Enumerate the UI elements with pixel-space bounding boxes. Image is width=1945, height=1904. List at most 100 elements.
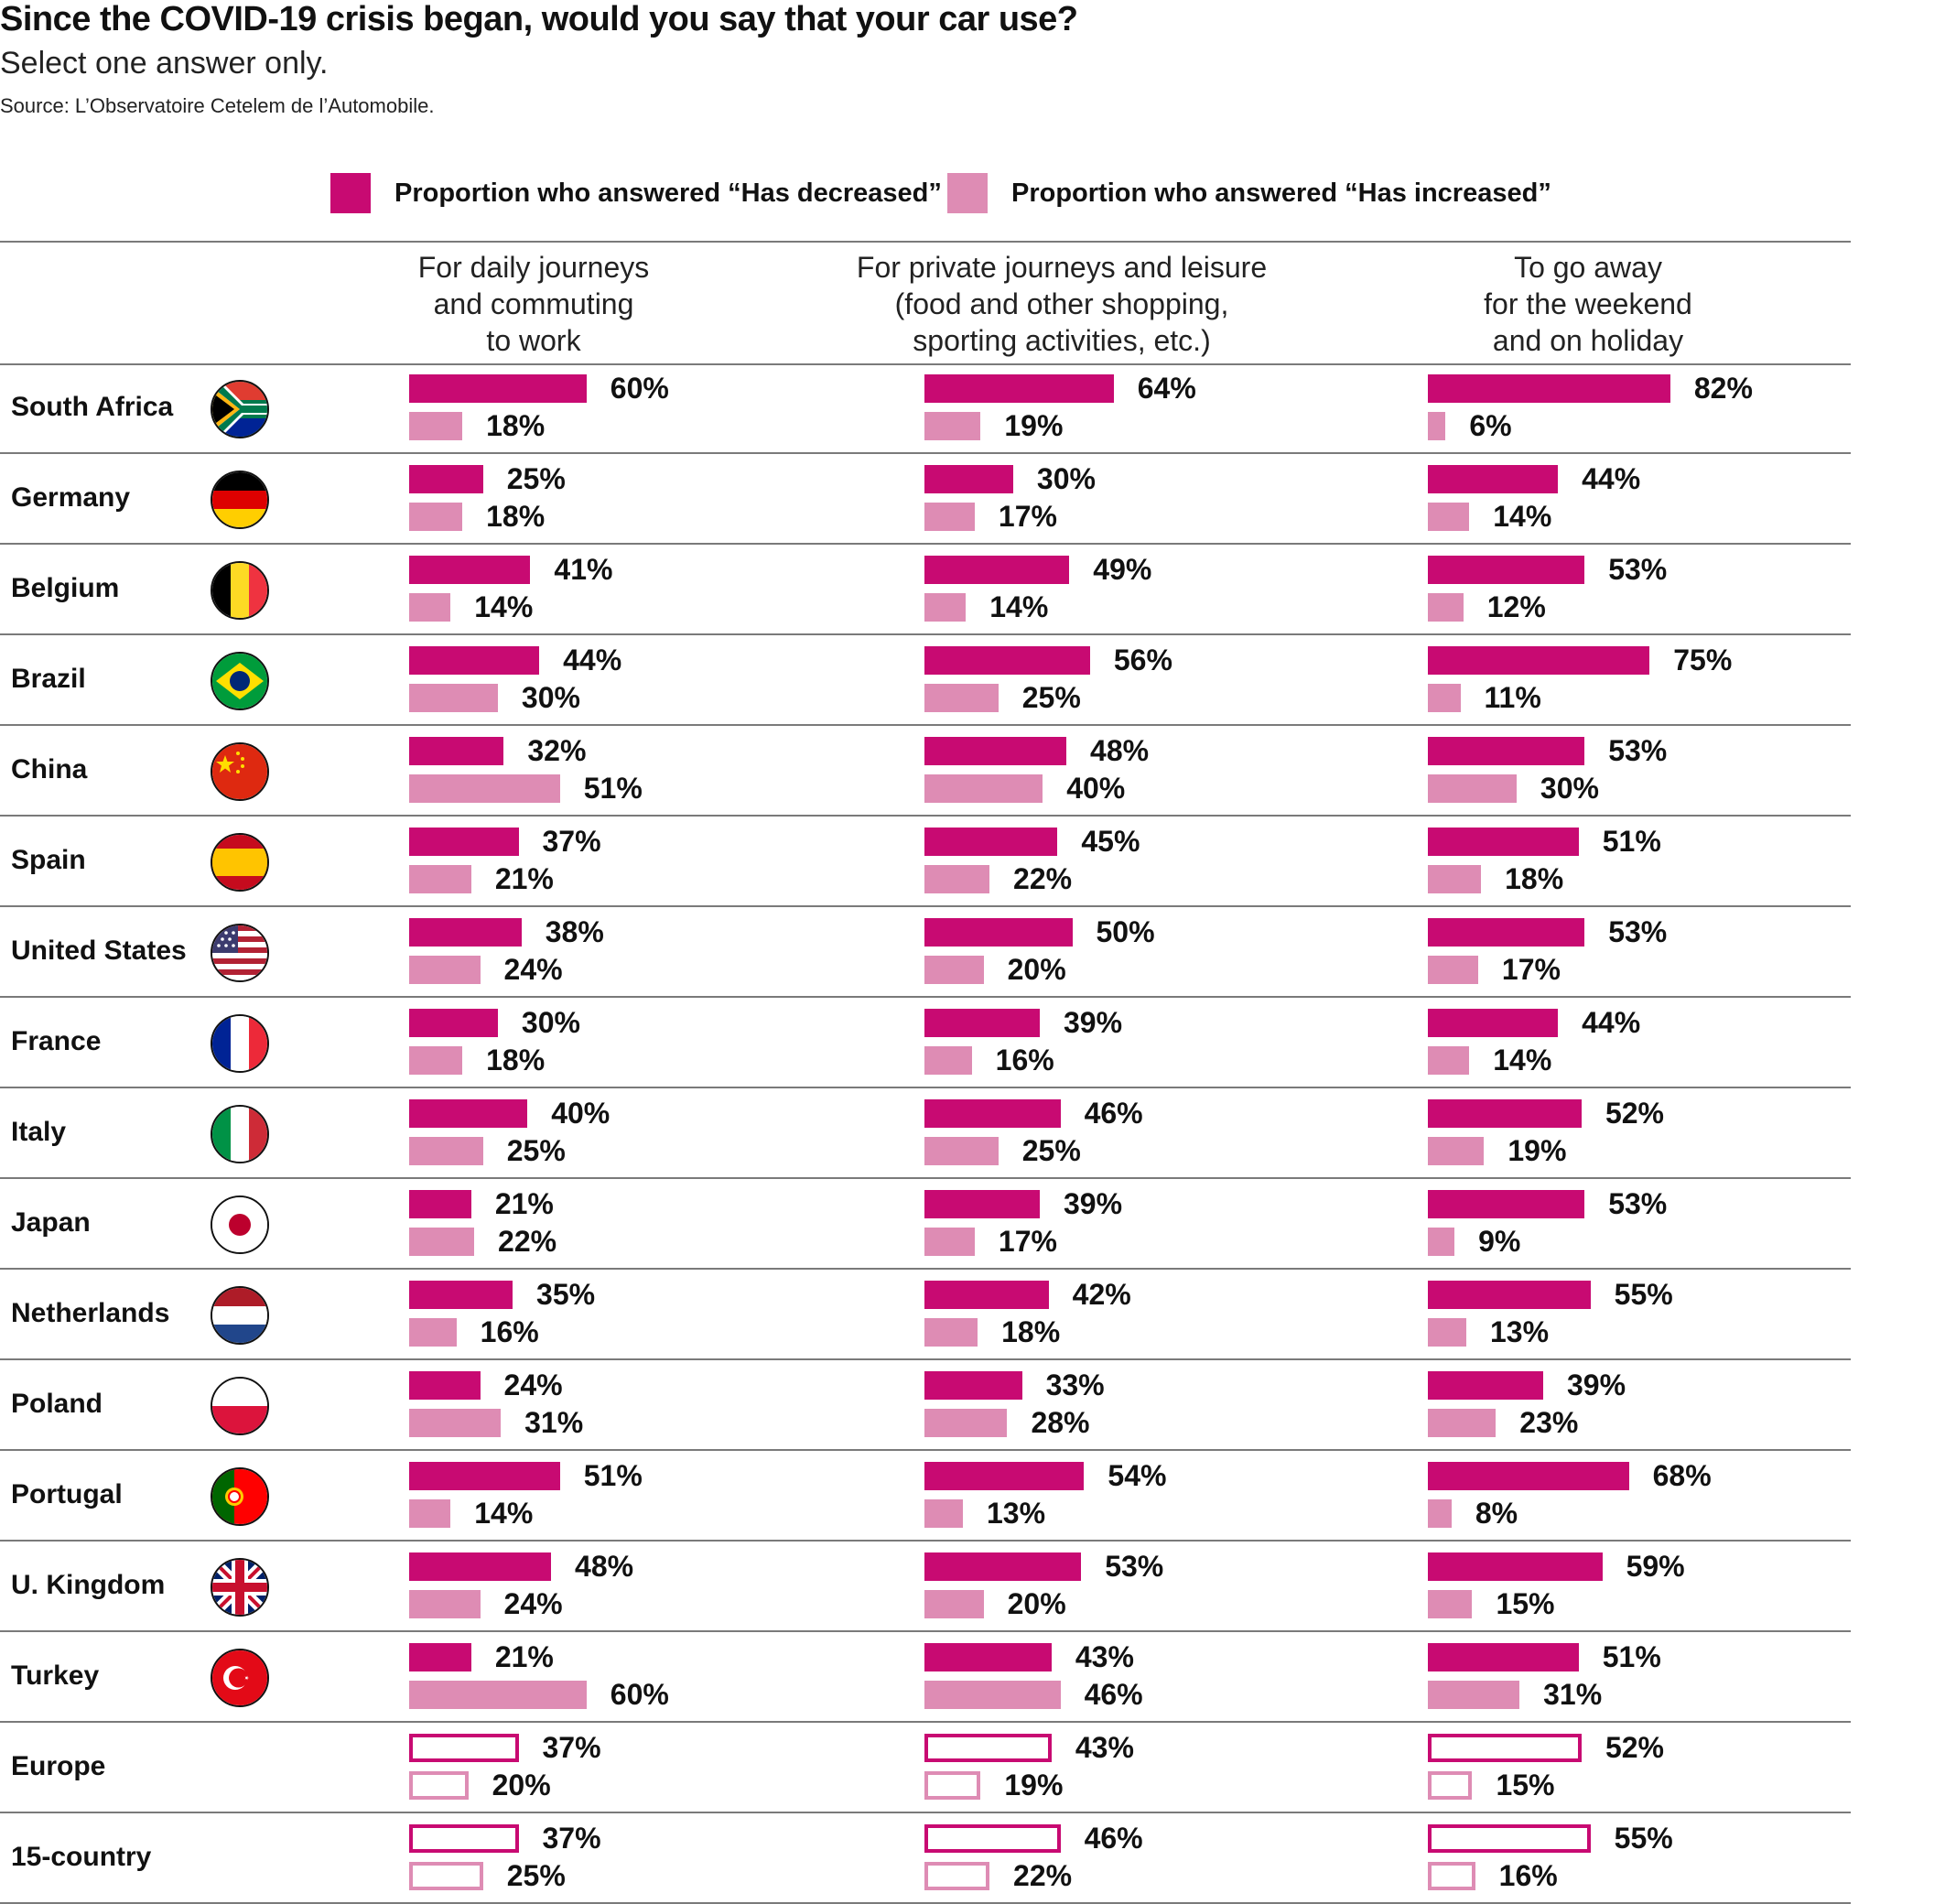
country-label: France	[11, 1025, 102, 1056]
bar-decreased-private	[924, 1099, 1061, 1128]
value-label-increased-daily: 18%	[486, 1044, 546, 1076]
value-label-decreased-private: 48%	[1090, 734, 1150, 767]
bar-decreased-daily	[409, 1734, 519, 1762]
bar-increased-weekend	[1428, 865, 1482, 893]
bar-increased-private	[924, 1137, 999, 1165]
bar-increased-daily	[409, 593, 451, 622]
value-label-decreased-daily: 51%	[583, 1459, 643, 1492]
country-label: United States	[11, 935, 187, 966]
value-label-increased-daily: 60%	[610, 1678, 669, 1711]
value-label-increased-weekend: 14%	[1493, 1044, 1552, 1076]
value-label-decreased-daily: 37%	[542, 1822, 601, 1855]
bar-increased-daily	[409, 1228, 475, 1256]
value-label-increased-weekend: 19%	[1507, 1134, 1567, 1167]
value-label-decreased-private: 56%	[1113, 644, 1172, 676]
bar-increased-daily	[409, 503, 463, 531]
bar-decreased-private	[924, 1462, 1085, 1490]
country-label: Italy	[11, 1116, 67, 1147]
value-label-decreased-daily: 60%	[610, 372, 669, 405]
bar-increased-weekend	[1428, 1137, 1485, 1165]
value-label-increased-weekend: 16%	[1498, 1859, 1558, 1892]
bar-increased-private	[924, 1228, 975, 1256]
bar-increased-daily	[409, 412, 463, 440]
bar-decreased-weekend	[1428, 1643, 1579, 1671]
bar-decreased-weekend	[1428, 556, 1585, 584]
row-divider	[0, 905, 1851, 907]
value-label-decreased-daily: 21%	[494, 1187, 554, 1220]
bar-decreased-private	[924, 1190, 1040, 1218]
value-label-increased-weekend: 12%	[1486, 590, 1546, 623]
bar-increased-weekend	[1428, 1499, 1452, 1528]
bar-increased-daily	[409, 956, 481, 984]
bar-increased-weekend	[1428, 1681, 1520, 1709]
bar-decreased-daily	[409, 556, 531, 584]
value-label-decreased-weekend: 53%	[1608, 915, 1668, 948]
bar-decreased-weekend	[1428, 1824, 1591, 1853]
panel-header-weekend: To go away for the weekend and on holida…	[1484, 251, 1692, 357]
bar-increased-daily	[409, 1681, 587, 1709]
bar-decreased-weekend	[1428, 1462, 1629, 1490]
bar-decreased-daily	[409, 1281, 513, 1309]
value-label-decreased-weekend: 52%	[1605, 1731, 1664, 1764]
row-netherlands: Netherlands 35% 16% 42% 18% 55% 13%	[0, 1270, 1851, 1360]
row-united-states: United States 38% 24% 50% 20% 53% 17%	[0, 907, 1851, 998]
row-brazil: Brazil 44% 30% 56% 25% 75% 11%	[0, 635, 1851, 726]
row-15-country: 15-country 37% 25% 46% 22% 55% 16%	[0, 1813, 1851, 1904]
flag-tr-icon	[211, 1648, 269, 1707]
value-label-decreased-weekend: 51%	[1602, 825, 1661, 858]
value-label-decreased-weekend: 55%	[1614, 1278, 1673, 1311]
value-label-decreased-private: 39%	[1063, 1006, 1123, 1039]
legend-swatch-increased	[947, 173, 988, 213]
value-label-decreased-daily: 37%	[542, 825, 601, 858]
bar-increased-weekend	[1428, 1228, 1455, 1256]
flag-it-icon	[211, 1104, 269, 1163]
bar-decreased-daily	[409, 1190, 471, 1218]
bar-decreased-daily	[409, 1824, 519, 1853]
flag-es-icon	[211, 832, 269, 892]
country-label: Portugal	[11, 1478, 123, 1509]
bar-increased-weekend	[1428, 412, 1446, 440]
legend-label-decreased: Proportion who answered “Has decreased”	[394, 178, 942, 208]
value-label-increased-private: 40%	[1066, 772, 1126, 805]
row-divider	[0, 1177, 1851, 1179]
bar-decreased-weekend	[1428, 646, 1650, 675]
bar-increased-private	[924, 503, 975, 531]
bar-increased-daily	[409, 1409, 502, 1437]
value-label-decreased-private: 53%	[1105, 1550, 1164, 1583]
row-divider	[0, 1540, 1851, 1542]
bar-increased-private	[924, 1681, 1061, 1709]
value-label-increased-daily: 20%	[492, 1769, 551, 1801]
row-south-africa: South Africa 60% 18% 64% 19% 82% 6%	[0, 363, 1851, 454]
bar-decreased-private	[924, 1643, 1052, 1671]
value-label-increased-private: 17%	[998, 500, 1057, 533]
country-label: Europe	[11, 1750, 106, 1781]
bar-decreased-daily	[409, 1462, 560, 1490]
bar-increased-daily	[409, 1499, 451, 1528]
bar-increased-private	[924, 684, 999, 712]
bar-increased-weekend	[1428, 593, 1464, 622]
bar-decreased-weekend	[1428, 1099, 1582, 1128]
bar-increased-private	[924, 1318, 978, 1347]
value-label-increased-private: 16%	[995, 1044, 1054, 1076]
bar-increased-weekend	[1428, 1318, 1466, 1347]
bar-decreased-weekend	[1428, 828, 1579, 856]
country-label: China	[11, 753, 88, 784]
bar-increased-weekend	[1428, 1590, 1473, 1618]
value-label-decreased-weekend: 53%	[1608, 553, 1668, 586]
value-label-increased-daily: 21%	[494, 862, 554, 895]
bar-increased-daily	[409, 1137, 483, 1165]
bar-decreased-private	[924, 1824, 1061, 1853]
value-label-decreased-daily: 37%	[542, 1731, 601, 1764]
flag-pl-icon	[211, 1376, 269, 1435]
value-label-increased-private: 22%	[1013, 862, 1073, 895]
value-label-increased-private: 46%	[1084, 1678, 1143, 1711]
country-label: South Africa	[11, 391, 174, 422]
value-label-increased-private: 19%	[1004, 1769, 1064, 1801]
bar-decreased-daily	[409, 828, 519, 856]
bar-increased-daily	[409, 1862, 483, 1890]
row-u-kingdom: U. Kingdom 48% 24% 53% 20% 59% 15%	[0, 1542, 1851, 1632]
value-label-decreased-daily: 38%	[545, 915, 604, 948]
bar-decreased-daily	[409, 646, 540, 675]
bar-increased-private	[924, 1046, 972, 1075]
value-label-decreased-private: 30%	[1036, 462, 1096, 495]
